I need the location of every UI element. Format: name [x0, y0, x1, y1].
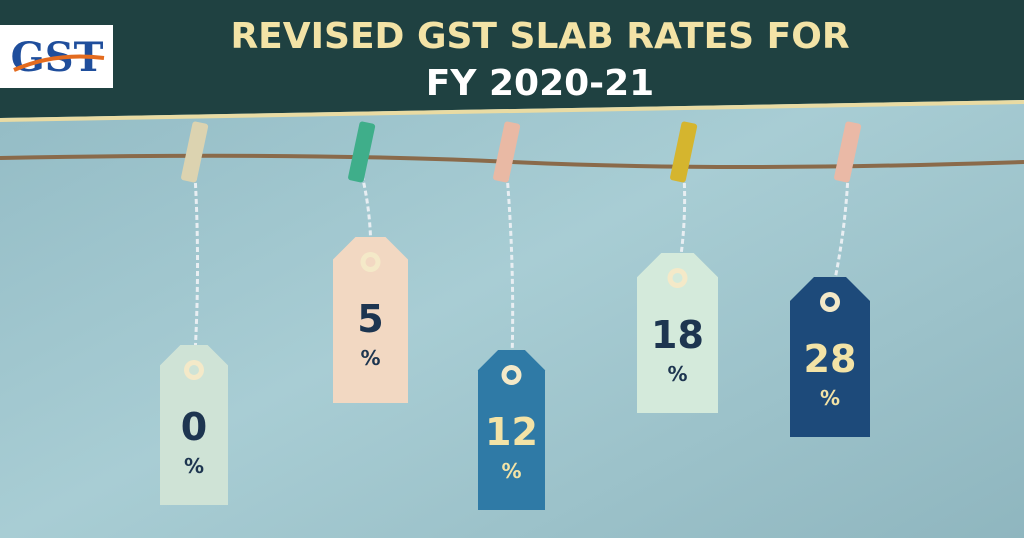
clothespin [493, 121, 521, 183]
tag-hole-inner [189, 365, 199, 375]
tag-hole-inner [672, 273, 683, 283]
header-band [0, 0, 1024, 118]
price-tag [637, 253, 718, 413]
tag-hole-inner [506, 370, 517, 380]
clothespin [181, 121, 209, 183]
tag-hole-inner [825, 297, 835, 307]
price-tag [333, 237, 408, 403]
header-edge [0, 100, 1024, 122]
tag-hole-inner [365, 257, 376, 267]
tag-unit: % [820, 386, 840, 410]
price-tag [478, 350, 545, 510]
clothespin [834, 121, 862, 183]
tag-unit: % [360, 346, 380, 370]
price-tag [790, 277, 870, 437]
tag-rate: 0 [181, 405, 207, 449]
tag-string [360, 174, 373, 263]
tag-rate: 18 [651, 313, 704, 357]
clothespin [670, 121, 698, 183]
logo-swoosh [13, 54, 105, 72]
tag-unit: % [501, 459, 521, 483]
title-line: REVISED GST SLAB RATES FOR [230, 16, 849, 57]
title-line: FY 2020-21 [426, 63, 654, 104]
tag-unit: % [667, 362, 687, 386]
price-tag [160, 345, 228, 505]
clothespin [348, 121, 376, 183]
tag-string [505, 174, 515, 376]
tag-unit: % [184, 454, 204, 478]
tag-rate: 5 [357, 297, 383, 341]
tag-rate: 12 [485, 410, 538, 454]
tag-rate: 28 [804, 337, 857, 381]
